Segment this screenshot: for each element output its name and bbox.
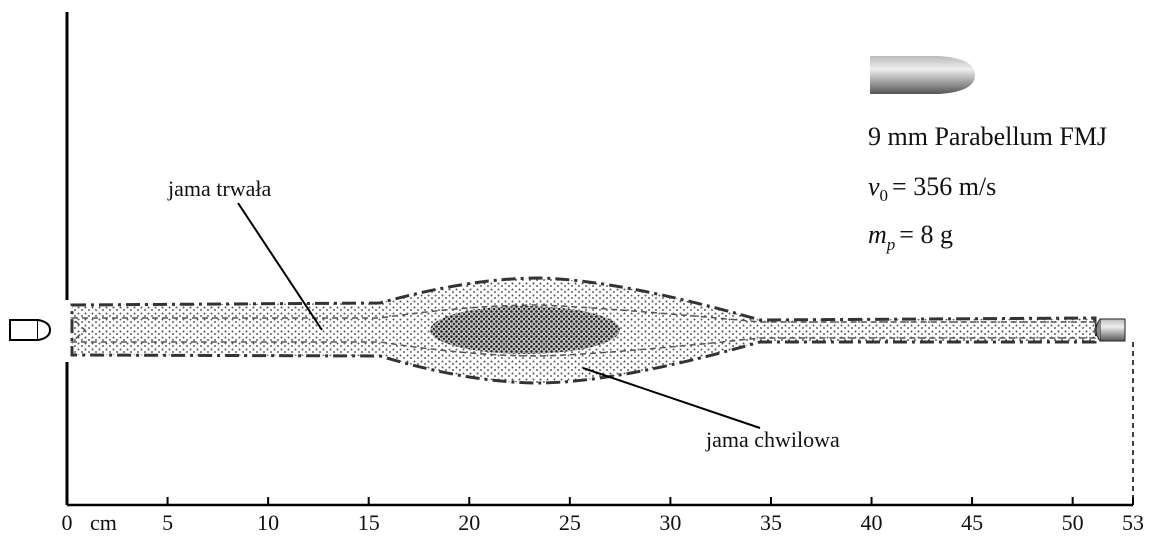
value: = 8 g [899,220,953,249]
cavity-core [430,306,620,354]
tick-label: 15 [358,510,380,535]
tick-label: 5 [162,510,173,535]
tick-label: 40 [861,510,883,535]
value: = 356 m/s [892,172,996,201]
tick-label: 20 [458,510,480,535]
tick-label: 45 [961,510,983,535]
bullet-end [1095,318,1126,342]
subscript: p [886,235,896,254]
bullet-icon [870,56,975,94]
tick-label: 35 [760,510,782,535]
symbol: v [868,172,880,201]
tick-label: 30 [659,510,681,535]
tick-label: 0 [62,510,73,535]
velocity: v0 = 356 m/s [868,172,996,205]
tick-label: 53 [1122,510,1144,535]
tick-label: 10 [257,510,279,535]
bullet-name: 9 mm Parabellum FMJ [868,122,1107,151]
bullet-start [9,319,52,341]
mass: mp = 8 g [868,220,953,254]
axis-unit: cm [90,510,117,535]
tick-label: 25 [559,510,581,535]
pointer [237,202,323,331]
pointer [582,367,761,429]
tick-label: 50 [1062,510,1084,535]
label-permanent: jama trwała [167,176,271,201]
label-temporary: jama chwilowa [705,427,840,452]
subscript: 0 [880,186,889,205]
symbol: m [868,220,887,249]
